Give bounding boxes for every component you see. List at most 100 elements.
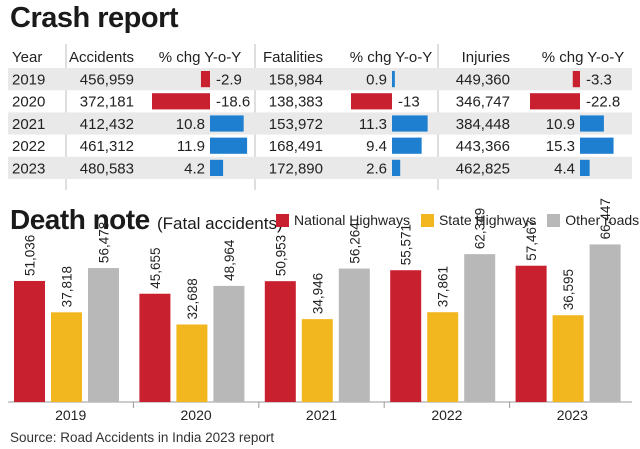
bar-state-highways-2023 (552, 315, 584, 402)
legend-label-other: Other roads (565, 212, 640, 228)
death-note-heading: Death note (10, 204, 150, 235)
row-year: 2022 (12, 138, 45, 155)
death-note-title: Death note (Fatal accidents) (10, 204, 283, 236)
row-fatalities: 153,972 (269, 116, 323, 133)
row-year: 2021 (12, 116, 45, 133)
legend-label-national: National Highways (294, 212, 410, 228)
inj-change-bar (580, 115, 604, 132)
inj-change-label: 4.4 (554, 160, 575, 177)
row-injuries: 384,448 (456, 116, 510, 133)
table-header-2: % chg Y-o-Y (159, 49, 242, 66)
inj-change-label: 10.9 (546, 116, 575, 133)
bar-other-roads-2020 (213, 285, 245, 402)
bar-state-highways-2020 (176, 324, 208, 402)
row-accidents: 480,583 (80, 160, 134, 177)
table-header-6: % chg Y-o-Y (542, 49, 625, 66)
inj-change-label: 15.3 (546, 138, 575, 155)
row-year: 2020 (12, 94, 45, 111)
legend-state-highways: State Highways (420, 212, 537, 228)
chart-legend: National Highways State Highways Other r… (276, 212, 640, 228)
acc-change-label: 4.2 (184, 160, 205, 177)
row-year: 2019 (12, 72, 45, 89)
bar-national-highways-2021 (264, 281, 296, 402)
table-header-4: % chg Y-o-Y (350, 49, 433, 66)
acc-change-bar (210, 159, 224, 176)
legend-national-highways: National Highways (276, 212, 410, 228)
fat-change-bar (392, 137, 422, 154)
row-accidents: 456,959 (80, 72, 134, 89)
data-label-state-highways-2023: 36,595 (561, 269, 576, 310)
fat-change-label: 2.6 (366, 160, 387, 177)
legend-swatch-other (547, 213, 561, 227)
acc-change-bar (210, 137, 248, 154)
source-note: Source: Road Accidents in India 2023 rep… (10, 430, 275, 445)
row-fatalities: 158,984 (269, 72, 323, 89)
row-injuries: 449,360 (456, 72, 510, 89)
bar-national-highways-2023 (515, 265, 547, 402)
acc-change-bar (210, 115, 244, 132)
bar-national-highways-2019 (14, 280, 45, 402)
row-year: 2023 (12, 160, 45, 177)
fat-change-bar (351, 93, 392, 110)
bar-national-highways-2022 (390, 270, 422, 402)
row-accidents: 372,181 (80, 94, 134, 111)
bar-state-highways-2022 (427, 312, 459, 402)
row-fatalities: 168,491 (269, 138, 323, 155)
legend-label-state: State Highways (438, 212, 537, 228)
data-label-state-highways-2022: 37,861 (436, 266, 451, 307)
row-fatalities: 138,383 (269, 94, 323, 111)
acc-change-bar (200, 71, 210, 88)
crash-report-title: Crash report (10, 2, 179, 34)
x-tick-label-2023: 2023 (557, 407, 588, 423)
acc-change-label: 11.9 (177, 138, 205, 155)
table-header-5: Injuries (462, 49, 510, 66)
inj-change-bar (572, 71, 580, 88)
data-label-state-highways-2021: 34,946 (310, 273, 325, 314)
fat-change-bar (392, 71, 395, 88)
inj-change-label: -3.3 (586, 72, 612, 89)
row-fatalities: 172,890 (269, 160, 323, 177)
data-label-state-highways-2019: 37,818 (60, 266, 75, 307)
bar-other-roads-2021 (338, 268, 370, 402)
data-label-national-highways-2020: 45,655 (148, 247, 163, 288)
legend-other-roads: Other roads (547, 212, 639, 228)
table-header-0: Year (12, 49, 42, 66)
acc-change-label: -2.9 (216, 72, 242, 89)
acc-change-label: 10.8 (176, 116, 205, 133)
row-injuries: 346,747 (456, 94, 510, 111)
crash-report-table: Year Accidents % chg Y-o-Y Fatalities % chg … (8, 44, 632, 190)
inj-change-bar (530, 93, 580, 110)
data-label-other-roads-2021: 56,264 (347, 222, 362, 264)
row-injuries: 462,825 (456, 160, 510, 177)
bar-other-roads-2023 (589, 244, 621, 402)
x-tick-label-2022: 2022 (431, 407, 462, 423)
x-tick-label-2021: 2021 (306, 407, 337, 423)
x-tick-label-2019: 2019 (55, 407, 86, 423)
legend-swatch-national (276, 213, 289, 227)
table-row-shade (8, 156, 632, 179)
data-label-state-highways-2020: 32,688 (185, 278, 200, 319)
inj-change-bar (580, 137, 614, 154)
fat-change-label: 0.9 (366, 72, 387, 89)
legend-swatch-state (420, 213, 434, 227)
table-row-shade (8, 68, 632, 91)
row-accidents: 461,312 (80, 138, 134, 155)
row-accidents: 412,432 (80, 116, 134, 133)
row-injuries: 443,366 (456, 138, 510, 155)
fat-change-label: 11.3 (359, 116, 387, 133)
fat-change-bar (392, 115, 428, 132)
fat-change-bar (392, 159, 401, 176)
bar-state-highways-2019 (51, 312, 82, 402)
table-header-3: Fatalities (263, 49, 323, 66)
fat-change-label: 9.4 (366, 138, 387, 155)
bar-other-roads-2019 (88, 268, 119, 402)
acc-change-label: -18.6 (216, 94, 250, 111)
bar-other-roads-2022 (464, 254, 496, 402)
data-label-national-highways-2019: 51,036 (23, 235, 38, 276)
bar-state-highways-2021 (301, 319, 333, 402)
data-label-other-roads-2020: 48,964 (222, 239, 237, 281)
acc-change-bar (152, 93, 210, 110)
fat-change-label: -13 (398, 94, 420, 111)
inj-change-label: -22.8 (586, 94, 620, 111)
data-label-national-highways-2021: 50,953 (273, 235, 288, 276)
